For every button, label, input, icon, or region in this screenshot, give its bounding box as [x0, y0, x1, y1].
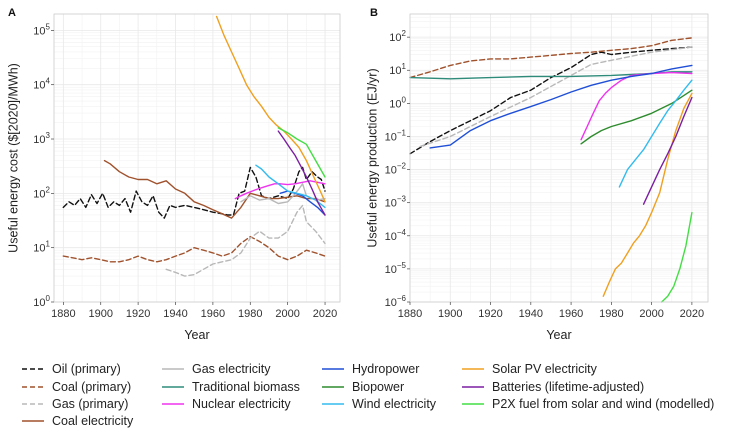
y-tick-label: 103 — [33, 131, 50, 146]
y-tick-label: 10−5 — [385, 261, 407, 276]
x-tick-label: 2020 — [313, 308, 337, 320]
x-tick-label: 1960 — [201, 308, 225, 320]
legend-label: Traditional biomass — [192, 380, 300, 394]
y-axis-title: Useful energy production (EJ/yr) — [365, 68, 379, 247]
y-tick-label: 10−1 — [385, 128, 407, 143]
y-tick-label: 10−4 — [385, 228, 407, 243]
legend-item: Nuclear electricity — [162, 397, 291, 411]
y-tick-label: 105 — [33, 22, 50, 37]
legend-label: Solar PV electricity — [492, 362, 598, 376]
y-tick-label: 104 — [33, 77, 50, 92]
legend-item: Coal (primary) — [22, 380, 131, 394]
legend-item: Traditional biomass — [162, 380, 300, 394]
x-tick-label: 1900 — [88, 308, 112, 320]
x-axis-title: Year — [546, 328, 571, 342]
x-tick-label: 1880 — [398, 308, 422, 320]
x-tick-label: 1920 — [126, 308, 150, 320]
y-axis-title: Useful energy cost ($[2020]/MWh) — [6, 63, 20, 253]
series-line-oil-primary — [409, 46, 693, 155]
series-line-solar-pv-electricity — [215, 15, 326, 203]
plot-area — [54, 14, 340, 302]
x-axis-title: Year — [184, 328, 209, 342]
series-line-solar-pv-electricity — [602, 92, 693, 297]
series-line-hydropower — [429, 64, 693, 149]
y-tick-label: 102 — [389, 29, 406, 44]
x-tick-label: 1880 — [51, 308, 75, 320]
y-tick-label: 10−3 — [385, 195, 407, 210]
legend-label: Nuclear electricity — [192, 397, 291, 411]
y-tick-label: 100 — [389, 95, 406, 110]
legend-item: Oil (primary) — [22, 362, 121, 376]
panel-letter: B — [370, 7, 378, 19]
legend-label: P2X fuel from solar and wind (modelled) — [492, 397, 714, 411]
series-line-p2x-fuel-from-solar-and-wind-modelled — [661, 211, 693, 303]
series-line-batteries-lifetime-adjusted — [642, 96, 693, 205]
x-tick-label: 2000 — [275, 308, 299, 320]
y-tick-label: 10−2 — [385, 162, 407, 177]
series-line-wind-electricity — [618, 79, 693, 188]
series-line-biopower — [580, 89, 693, 145]
x-tick-label: 2020 — [680, 308, 704, 320]
legend-item: P2X fuel from solar and wind (modelled) — [462, 397, 714, 411]
x-tick-label: 1980 — [599, 308, 623, 320]
legend-label: Oil (primary) — [52, 362, 121, 376]
y-tick-label: 10−6 — [385, 294, 407, 309]
legend-label: Gas electricity — [192, 362, 271, 376]
legend: Oil (primary) Coal (primary) Gas (primary)… — [22, 362, 714, 428]
legend-item: Biopower — [322, 380, 404, 394]
y-tick-label: 100 — [33, 294, 50, 309]
plot-frame — [409, 13, 709, 303]
series-line-nuclear-electricity — [234, 180, 326, 200]
legend-item: Hydropower — [322, 362, 419, 376]
legend-item: Coal electricity — [22, 414, 134, 428]
series-line-batteries-lifetime-adjusted — [277, 130, 326, 216]
x-tick-label: 1940 — [519, 308, 543, 320]
plot-area — [410, 14, 708, 302]
series-line-coal-electricity — [103, 159, 326, 219]
x-tick-label: 2000 — [639, 308, 663, 320]
plot-frame — [53, 13, 341, 303]
series-line-coal-primary — [409, 37, 693, 79]
series-line-p2x-fuel-from-solar-and-wind-modelled — [277, 127, 326, 178]
legend-item: Batteries (lifetime-adjusted) — [462, 380, 644, 394]
legend-item: Wind electricity — [322, 397, 437, 411]
x-tick-label: 1980 — [238, 308, 262, 320]
legend-item: Solar PV electricity — [462, 362, 598, 376]
legend-label: Batteries (lifetime-adjusted) — [492, 380, 644, 394]
legend-item: Gas electricity — [162, 362, 271, 376]
y-tick-label: 101 — [33, 240, 50, 255]
legend-label: Wind electricity — [352, 397, 437, 411]
x-tick-label: 1940 — [163, 308, 187, 320]
legend-label: Gas (primary) — [52, 397, 128, 411]
series-line-coal-primary — [62, 235, 326, 263]
series-line-nuclear-electricity — [580, 71, 693, 141]
legend-label: Biopower — [352, 380, 404, 394]
panel-letter: A — [8, 7, 16, 19]
x-tick-label: 1920 — [478, 308, 502, 320]
legend-label: Coal electricity — [52, 414, 134, 428]
panel-b: 1880 1900 1920 1940 1960 1980 2000 2020 10−6 10−5… — [365, 7, 709, 342]
panel-a: 1880 1900 1920 1940 1960 1980 2000 2020 100 101 10… — [6, 7, 341, 342]
legend-label: Hydropower — [352, 362, 419, 376]
y-tick-label: 101 — [389, 62, 406, 77]
x-tick-label: 1960 — [559, 308, 583, 320]
legend-item: Gas (primary) — [22, 397, 128, 411]
y-tick-label: 102 — [33, 185, 50, 200]
legend-label: Coal (primary) — [52, 380, 131, 394]
series-line-oil-primary — [62, 166, 326, 219]
series-line-gas-primary — [165, 204, 326, 277]
x-tick-label: 1900 — [438, 308, 462, 320]
series-line-wind-electricity — [255, 164, 326, 209]
